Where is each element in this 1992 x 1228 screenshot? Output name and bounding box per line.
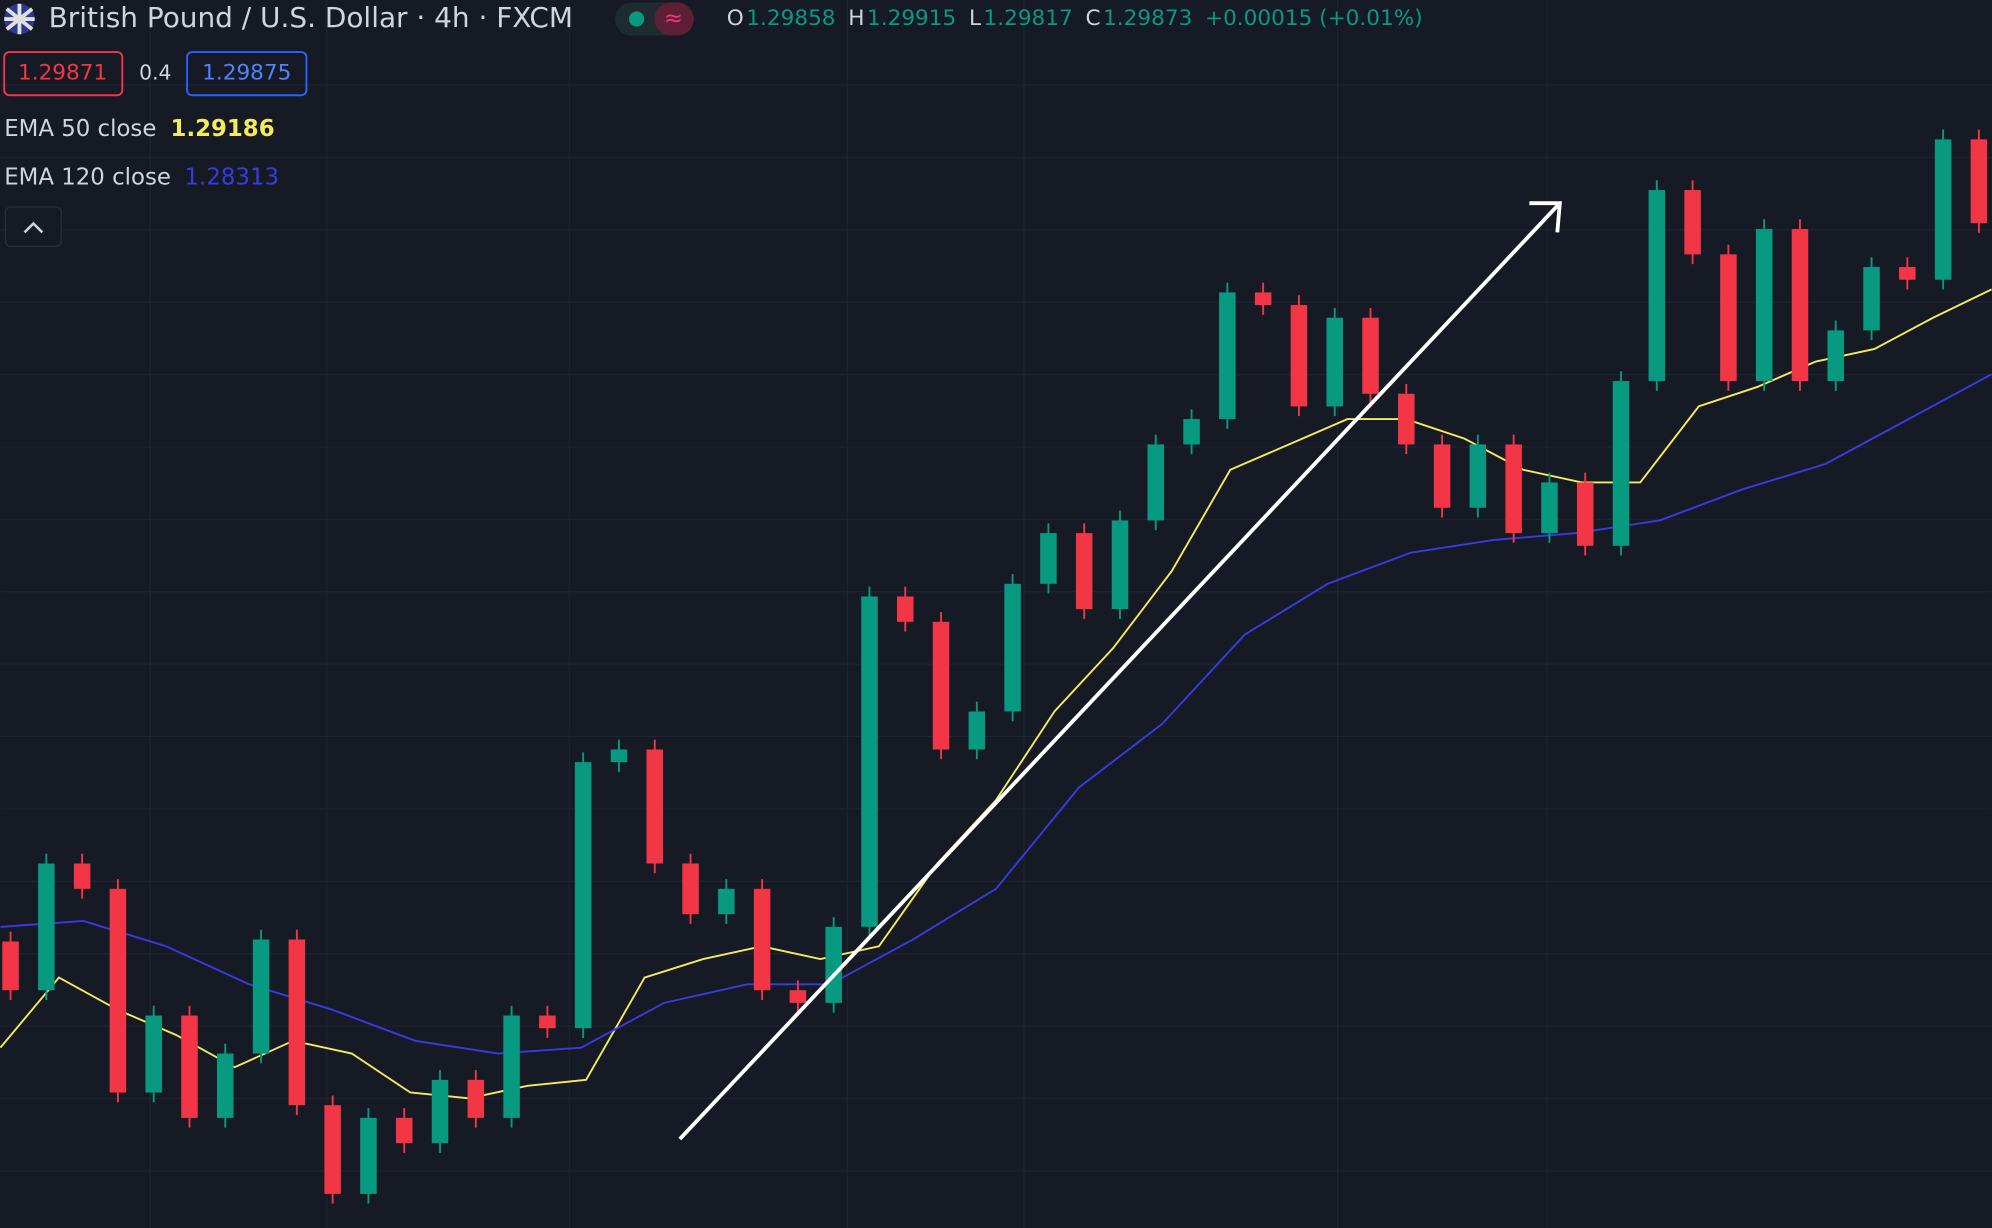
candle-body — [1290, 305, 1308, 407]
trend-arrow — [678, 201, 1562, 1141]
candle-body — [2, 941, 19, 991]
candle-body — [395, 1117, 413, 1144]
candle-body — [1183, 419, 1200, 445]
arrow-head — [1529, 201, 1562, 233]
candle-body — [1004, 583, 1021, 712]
candle-body — [1254, 292, 1272, 306]
indicator-value: 1.28313 — [185, 164, 279, 190]
indicator-name: EMA 120 close — [4, 164, 171, 190]
candle-body — [145, 1015, 162, 1093]
ohlc-label: O — [727, 6, 744, 31]
trend-line — [678, 201, 1562, 1141]
candle-body — [1219, 292, 1236, 420]
candle-body — [1934, 139, 1952, 280]
collapse-icon — [23, 221, 44, 234]
candle-body — [1505, 444, 1522, 534]
ohlc-value: 1.29873 — [1103, 6, 1192, 31]
candle-body — [1612, 381, 1630, 546]
candle-body — [1111, 520, 1129, 610]
candle-body — [1863, 267, 1880, 331]
candle-body — [252, 939, 270, 1054]
candle-body — [467, 1079, 485, 1118]
candle-body — [1469, 444, 1487, 508]
ohlc-values: O 1.29858 H 1.29915 L 1.29817 C 1.29873 +0.00015… — [727, 6, 1423, 31]
collapse-button[interactable] — [4, 206, 62, 247]
candle-body — [1648, 190, 1666, 382]
candle-body — [1147, 444, 1165, 521]
ohlc-label: C — [1085, 6, 1100, 31]
legend-header: British Pound / U.S. Dollar · 4h · FXCM … — [3, 1, 1423, 247]
indicator-value: 1.29186 — [171, 116, 275, 142]
candle-body — [1827, 330, 1845, 382]
ohlc-value: 1.29817 — [984, 6, 1073, 31]
buy-button[interactable] — [186, 51, 308, 97]
candle-body — [1684, 190, 1701, 255]
spread: 0.4 — [139, 61, 171, 85]
candle-body — [1791, 229, 1809, 382]
candle-body — [1433, 444, 1451, 508]
candle-body — [539, 1015, 556, 1029]
candle-body — [431, 1079, 449, 1144]
ohlc-label: H — [848, 6, 864, 31]
candle-body — [718, 888, 735, 915]
market-open-dot — [628, 11, 645, 27]
ema-line — [0, 373, 1992, 1055]
candle-body — [1755, 229, 1773, 382]
buy-price: 1.29875 — [202, 61, 291, 86]
sell-button[interactable] — [3, 51, 124, 97]
candle-body — [1398, 393, 1415, 445]
candle-body — [217, 1053, 234, 1118]
candle-body — [73, 863, 91, 889]
candle-body — [1326, 317, 1343, 407]
ohlc-label: L — [969, 6, 981, 31]
flag-cross — [4, 3, 35, 35]
ohlc-value: 1.29915 — [867, 6, 956, 31]
candle-body — [360, 1117, 377, 1194]
candle-body — [610, 749, 628, 763]
candle-body — [1970, 139, 1988, 224]
candle-body — [1075, 533, 1093, 610]
plot — [0, 129, 1992, 1204]
candle-body — [932, 621, 950, 750]
candle-body — [288, 939, 306, 1106]
candle-body — [503, 1015, 520, 1118]
candle-body — [646, 749, 663, 864]
candle-body — [181, 1015, 198, 1118]
candle-body — [38, 863, 55, 991]
ohlc-value: 1.29858 — [746, 6, 835, 31]
candle-body — [897, 596, 914, 622]
candle-body — [825, 926, 842, 1003]
candle-body — [789, 990, 807, 1003]
symbol-title: British Pound / U.S. Dollar · 4h · FXCM — [49, 1, 573, 34]
candle-body — [109, 888, 127, 1093]
candle-body — [1541, 482, 1558, 534]
candle-body — [1899, 267, 1916, 280]
candle-body — [1362, 317, 1379, 394]
delay-icon: ≈ — [664, 6, 683, 32]
candle-body — [861, 596, 878, 927]
candle-body — [682, 863, 699, 915]
candle-body — [968, 711, 986, 750]
price-change: +0.00015 (+0.01%) — [1205, 6, 1423, 31]
candle-body — [1576, 482, 1594, 546]
candle-body — [753, 888, 771, 991]
candle-body — [1040, 533, 1057, 584]
candle-body — [324, 1105, 341, 1194]
candle-body — [574, 762, 592, 1029]
delay-pill[interactable] — [654, 2, 694, 36]
candle-body — [1720, 254, 1737, 382]
sell-price: 1.29871 — [18, 61, 107, 86]
indicator-name: EMA 50 close — [4, 116, 156, 142]
